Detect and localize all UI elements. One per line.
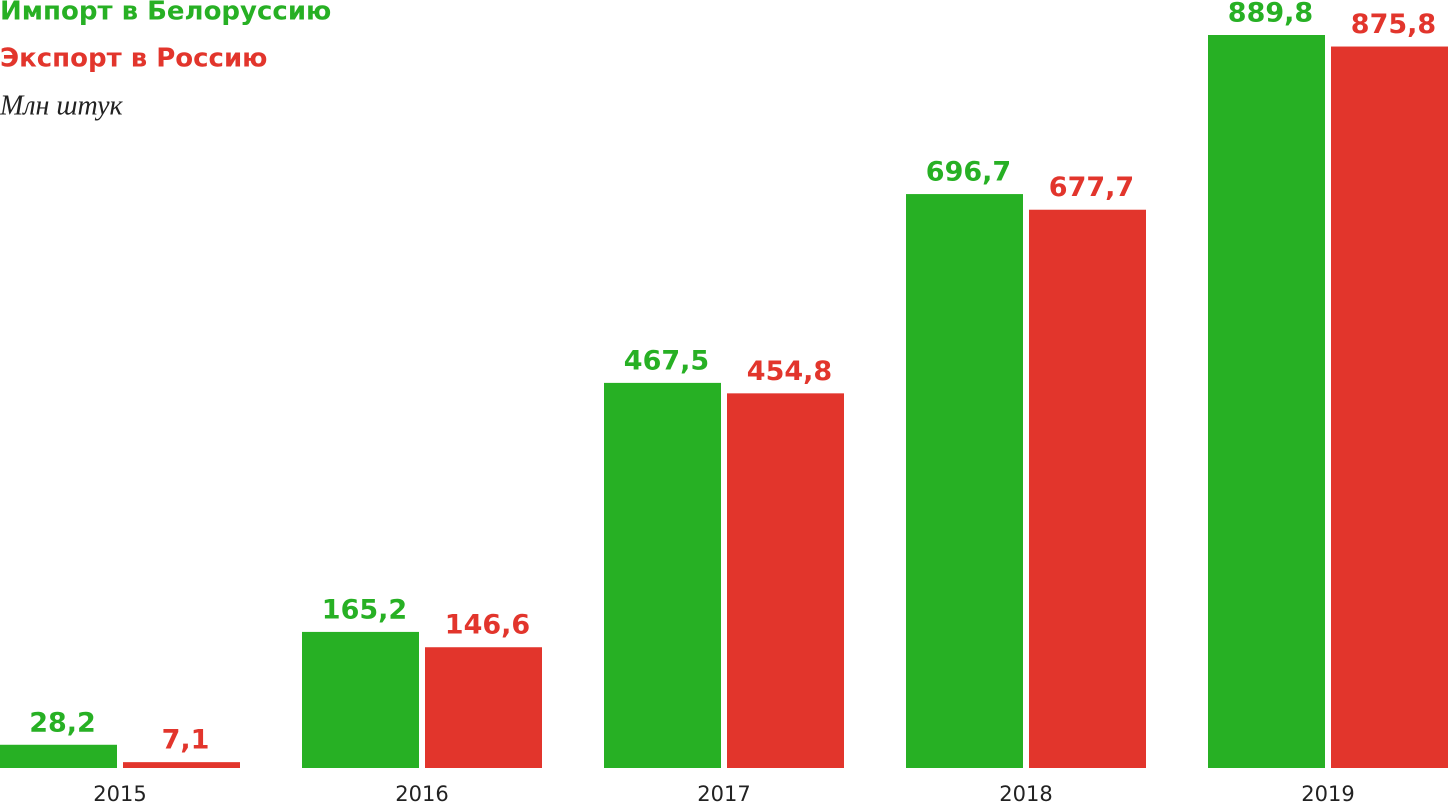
x-tick-label: 2015 xyxy=(93,782,146,803)
bar xyxy=(123,762,240,768)
bar xyxy=(425,647,542,768)
bar xyxy=(1208,35,1325,768)
bar xyxy=(906,194,1023,769)
bar xyxy=(0,744,117,768)
bar xyxy=(302,631,419,768)
value-label: 165,2 xyxy=(322,594,407,625)
chart-subtitle: Млн штук xyxy=(0,90,124,121)
bar xyxy=(604,382,721,768)
bar xyxy=(727,393,844,768)
value-label: 875,8 xyxy=(1351,9,1436,40)
legend-entry: Экспорт в Россию xyxy=(0,44,267,74)
x-tick-label: 2016 xyxy=(395,782,448,803)
value-label: 467,5 xyxy=(624,345,709,376)
bar xyxy=(1029,209,1146,768)
value-label: 696,7 xyxy=(926,157,1011,188)
x-tick-label: 2018 xyxy=(999,782,1052,803)
value-label: 454,8 xyxy=(747,356,832,387)
value-label: 28,2 xyxy=(29,707,96,738)
x-tick-label: 2017 xyxy=(697,782,750,803)
legend-entry: Импорт в Белоруссию xyxy=(0,0,331,27)
value-label: 146,6 xyxy=(445,610,530,641)
value-label: 889,8 xyxy=(1228,0,1313,29)
bar xyxy=(1331,46,1448,768)
x-tick-label: 2019 xyxy=(1301,782,1354,803)
value-label: 7,1 xyxy=(162,725,210,756)
value-label: 677,7 xyxy=(1049,172,1134,203)
